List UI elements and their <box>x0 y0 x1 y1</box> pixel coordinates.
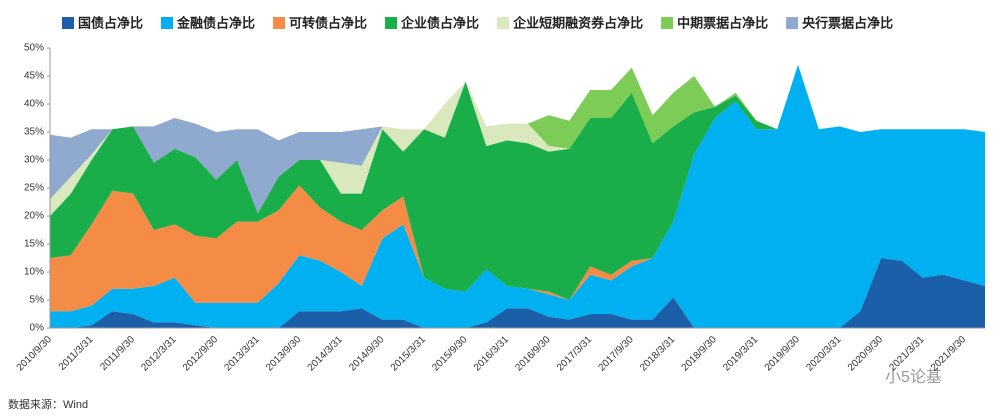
y-tick-label: 25% <box>24 183 44 194</box>
y-tick-label: 30% <box>24 155 44 166</box>
legend-swatch <box>661 17 674 29</box>
x-tick-label: 2014/9/30 <box>347 334 387 374</box>
y-tick-label: 40% <box>24 99 44 110</box>
x-tick-label: 2015/9/30 <box>430 334 470 374</box>
x-tick-label: 2011/9/30 <box>98 334 137 373</box>
legend-label: 金融债占净比 <box>176 15 255 30</box>
area <box>50 64 985 300</box>
legend-swatch <box>385 17 398 29</box>
x-tick-label: 2010/9/30 <box>15 334 55 374</box>
watermark: 小5论基 <box>885 368 942 386</box>
legend-label: 央行票据占净比 <box>802 15 893 30</box>
y-tick-label: 0% <box>30 323 45 334</box>
x-tick-label: 2012/9/30 <box>181 334 221 374</box>
y-tick-label: 10% <box>24 267 44 278</box>
x-tick-label: 2019/9/30 <box>763 334 803 374</box>
plot-area <box>50 64 985 329</box>
area <box>50 64 985 216</box>
legend-label: 企业债占净比 <box>400 15 479 30</box>
x-tick-label: 2013/9/30 <box>264 334 304 374</box>
x-tick-label: 2017/3/31 <box>555 334 595 374</box>
x-tick-label: 2018/3/31 <box>638 334 678 374</box>
x-tick-label: 2020/9/30 <box>846 334 886 374</box>
x-tick-label: 2016/9/30 <box>513 334 553 374</box>
legend-swatch <box>62 17 74 29</box>
legend-swatch <box>786 17 799 29</box>
legend-label: 中期票据占净比 <box>677 15 768 30</box>
x-tick-label: 2020/3/31 <box>804 334 844 374</box>
x-tick-label: 2019/3/31 <box>721 334 761 374</box>
x-tick-label: 2021/3/31 <box>887 334 927 374</box>
x-tick-label: 2012/3/31 <box>139 334 179 374</box>
x-tick-label: 2014/3/31 <box>306 334 346 374</box>
legend-swatch <box>497 17 510 29</box>
y-tick-label: 35% <box>24 127 44 138</box>
y-tick-label: 15% <box>24 239 44 250</box>
area <box>50 64 985 214</box>
area <box>50 64 985 329</box>
x-tick-label: 2015/3/31 <box>389 334 429 374</box>
x-tick-label: 2018/9/30 <box>680 334 720 374</box>
x-tick-label: 2011/3/31 <box>57 334 96 373</box>
legend-swatch <box>161 17 174 29</box>
area <box>50 258 985 328</box>
y-tick-label: 20% <box>24 211 44 222</box>
area <box>50 64 985 312</box>
y-tick-label: 45% <box>24 71 44 82</box>
legend-label: 国债占净比 <box>78 15 143 30</box>
legend-label: 企业短期融资券占净比 <box>512 15 643 30</box>
x-tick-label: 2013/3/31 <box>223 334 263 374</box>
legend-swatch <box>273 17 286 29</box>
legend-label: 可转债占净比 <box>289 15 367 30</box>
y-tick-label: 5% <box>30 295 45 306</box>
x-tick-label: 2021/9/30 <box>929 334 969 374</box>
y-tick-label: 50% <box>24 43 44 54</box>
source-note: 数据来源：Wind <box>8 397 88 411</box>
x-tick-label: 2016/3/31 <box>472 334 512 374</box>
x-tick-label: 2017/9/30 <box>597 334 637 374</box>
